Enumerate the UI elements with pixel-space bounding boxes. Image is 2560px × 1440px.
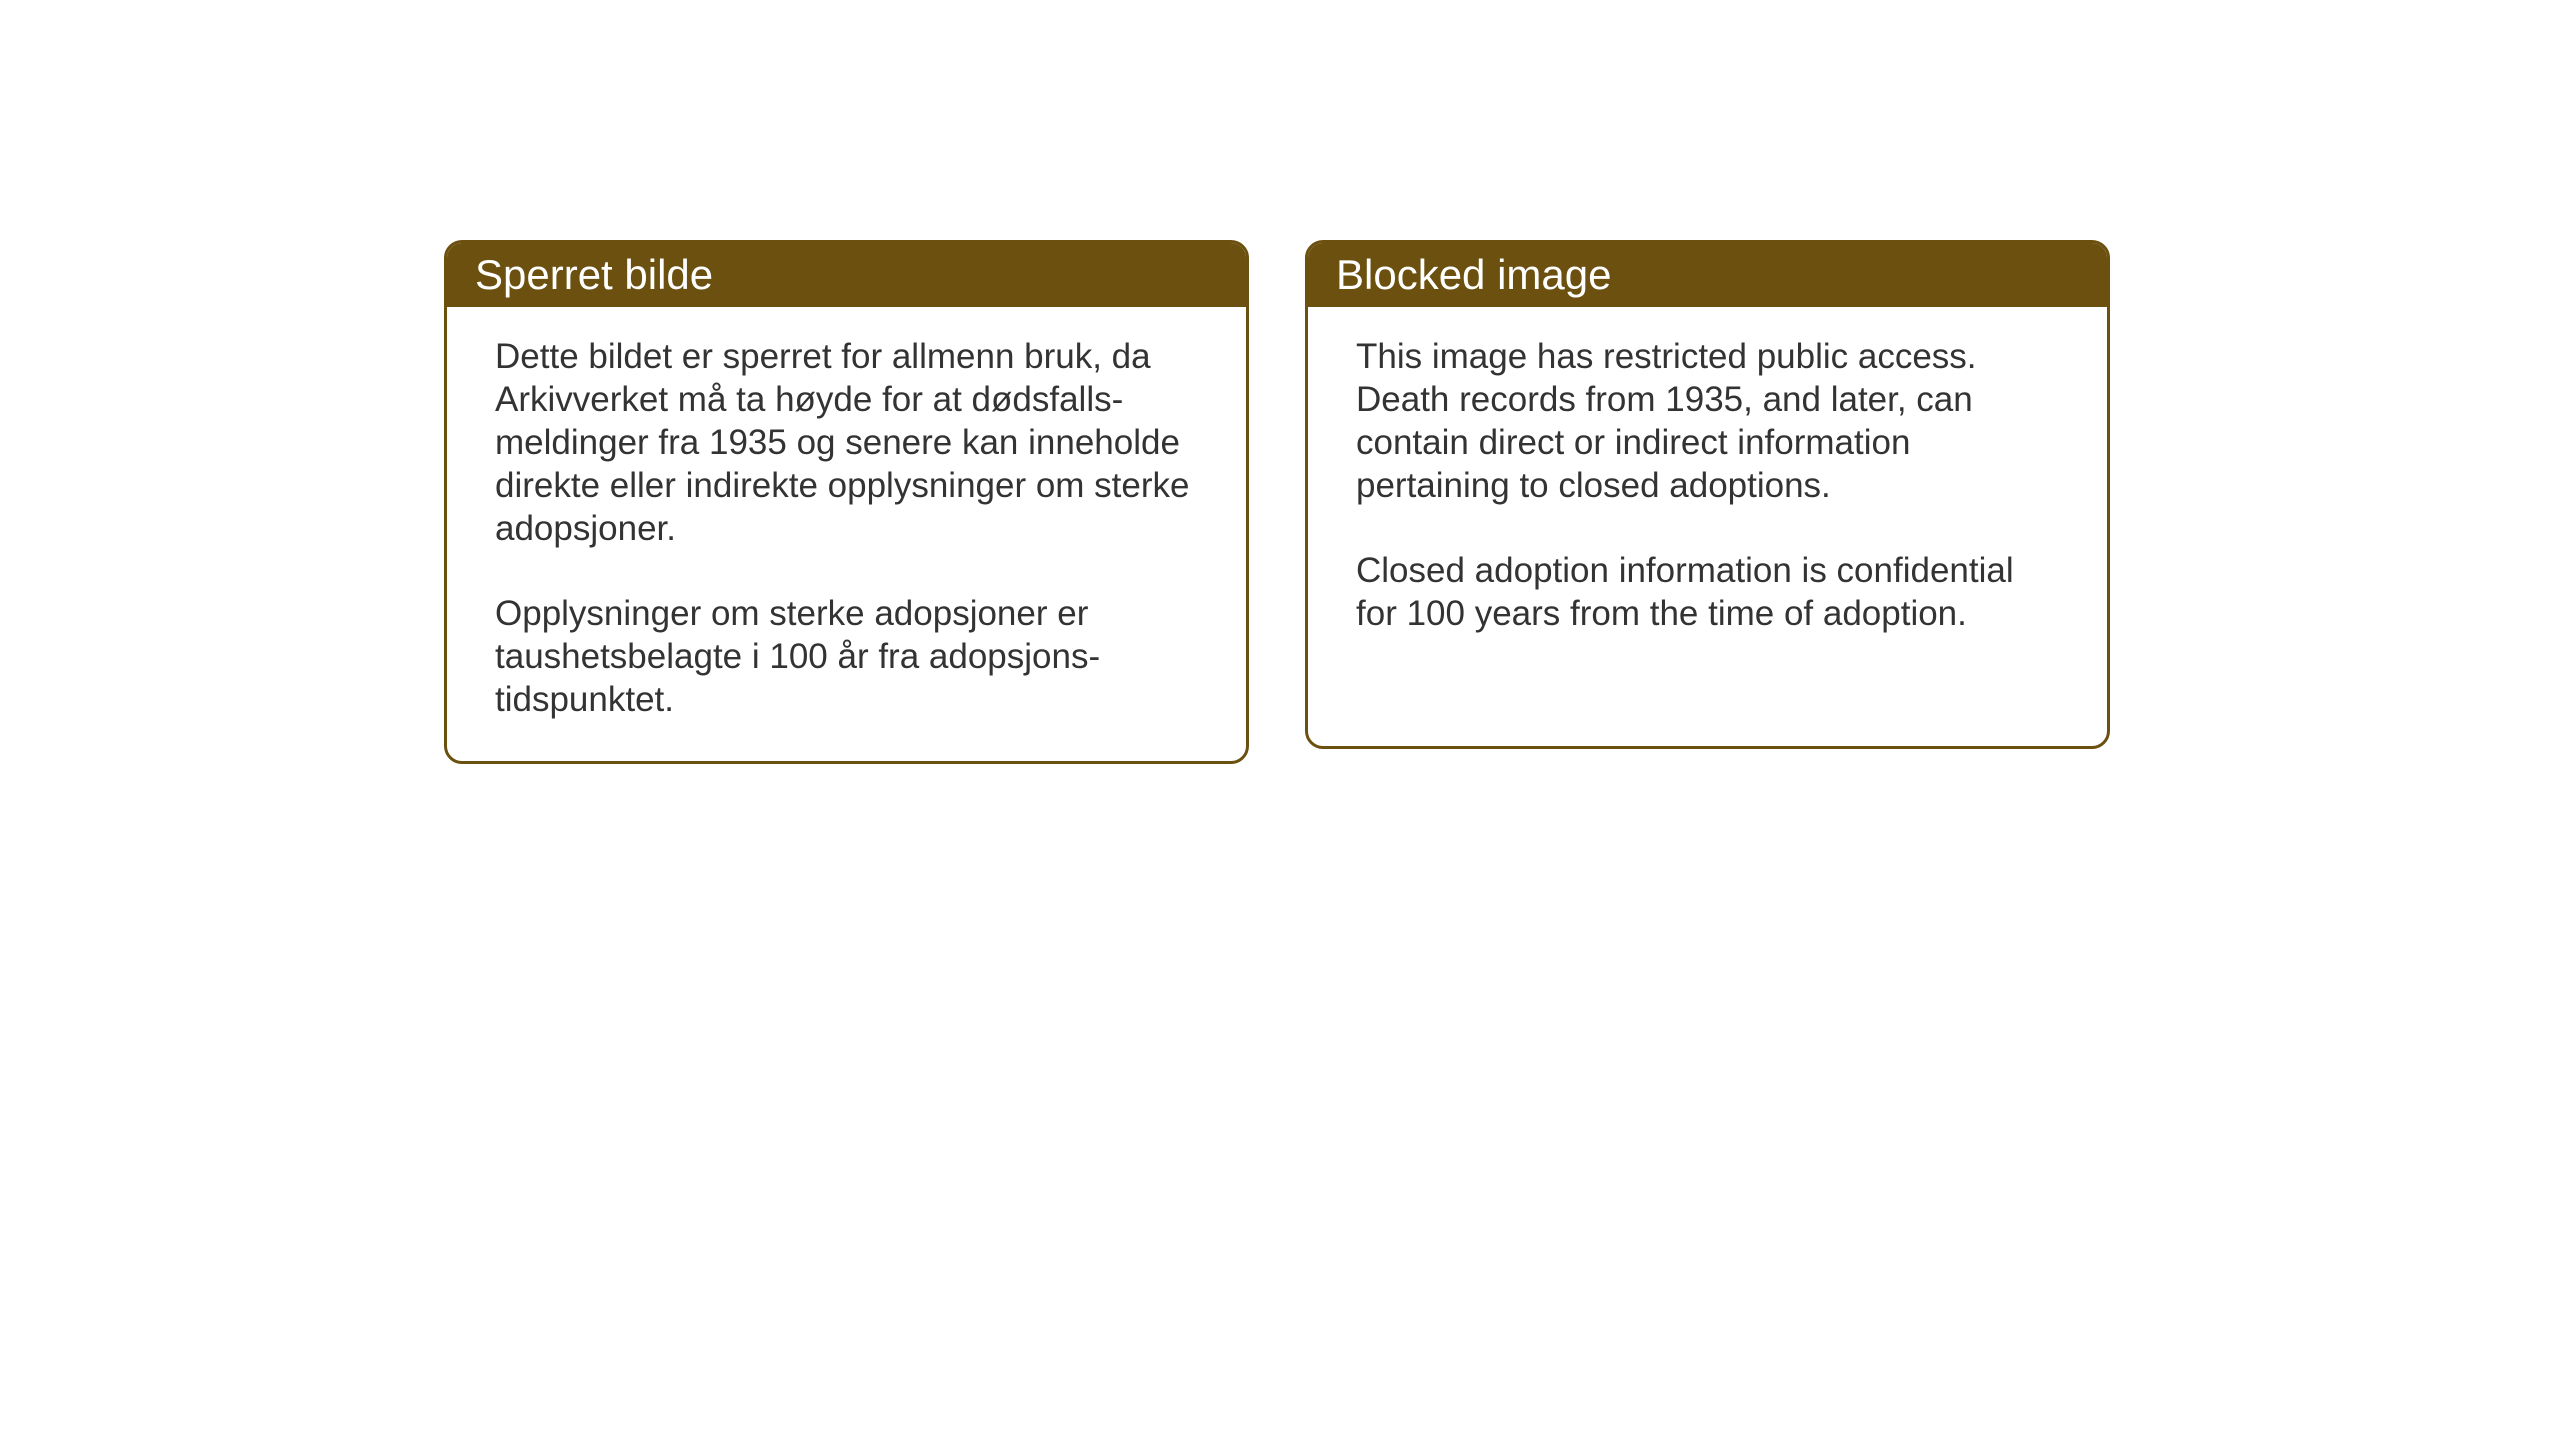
card-title: Blocked image — [1336, 251, 1611, 298]
card-title: Sperret bilde — [475, 251, 713, 298]
paragraph-text: This image has restricted public access.… — [1356, 335, 2059, 507]
card-header-english: Blocked image — [1308, 243, 2107, 307]
notice-card-norwegian: Sperret bilde Dette bildet er sperret fo… — [444, 240, 1249, 764]
paragraph-text: Closed adoption information is confident… — [1356, 549, 2059, 635]
notice-card-english: Blocked image This image has restricted … — [1305, 240, 2110, 749]
notice-container: Sperret bilde Dette bildet er sperret fo… — [444, 240, 2110, 764]
paragraph-text: Opplysninger om sterke adopsjoner er tau… — [495, 592, 1198, 721]
card-body-english: This image has restricted public access.… — [1308, 307, 2107, 675]
card-header-norwegian: Sperret bilde — [447, 243, 1246, 307]
card-body-norwegian: Dette bildet er sperret for allmenn bruk… — [447, 307, 1246, 761]
paragraph-text: Dette bildet er sperret for allmenn bruk… — [495, 335, 1198, 550]
